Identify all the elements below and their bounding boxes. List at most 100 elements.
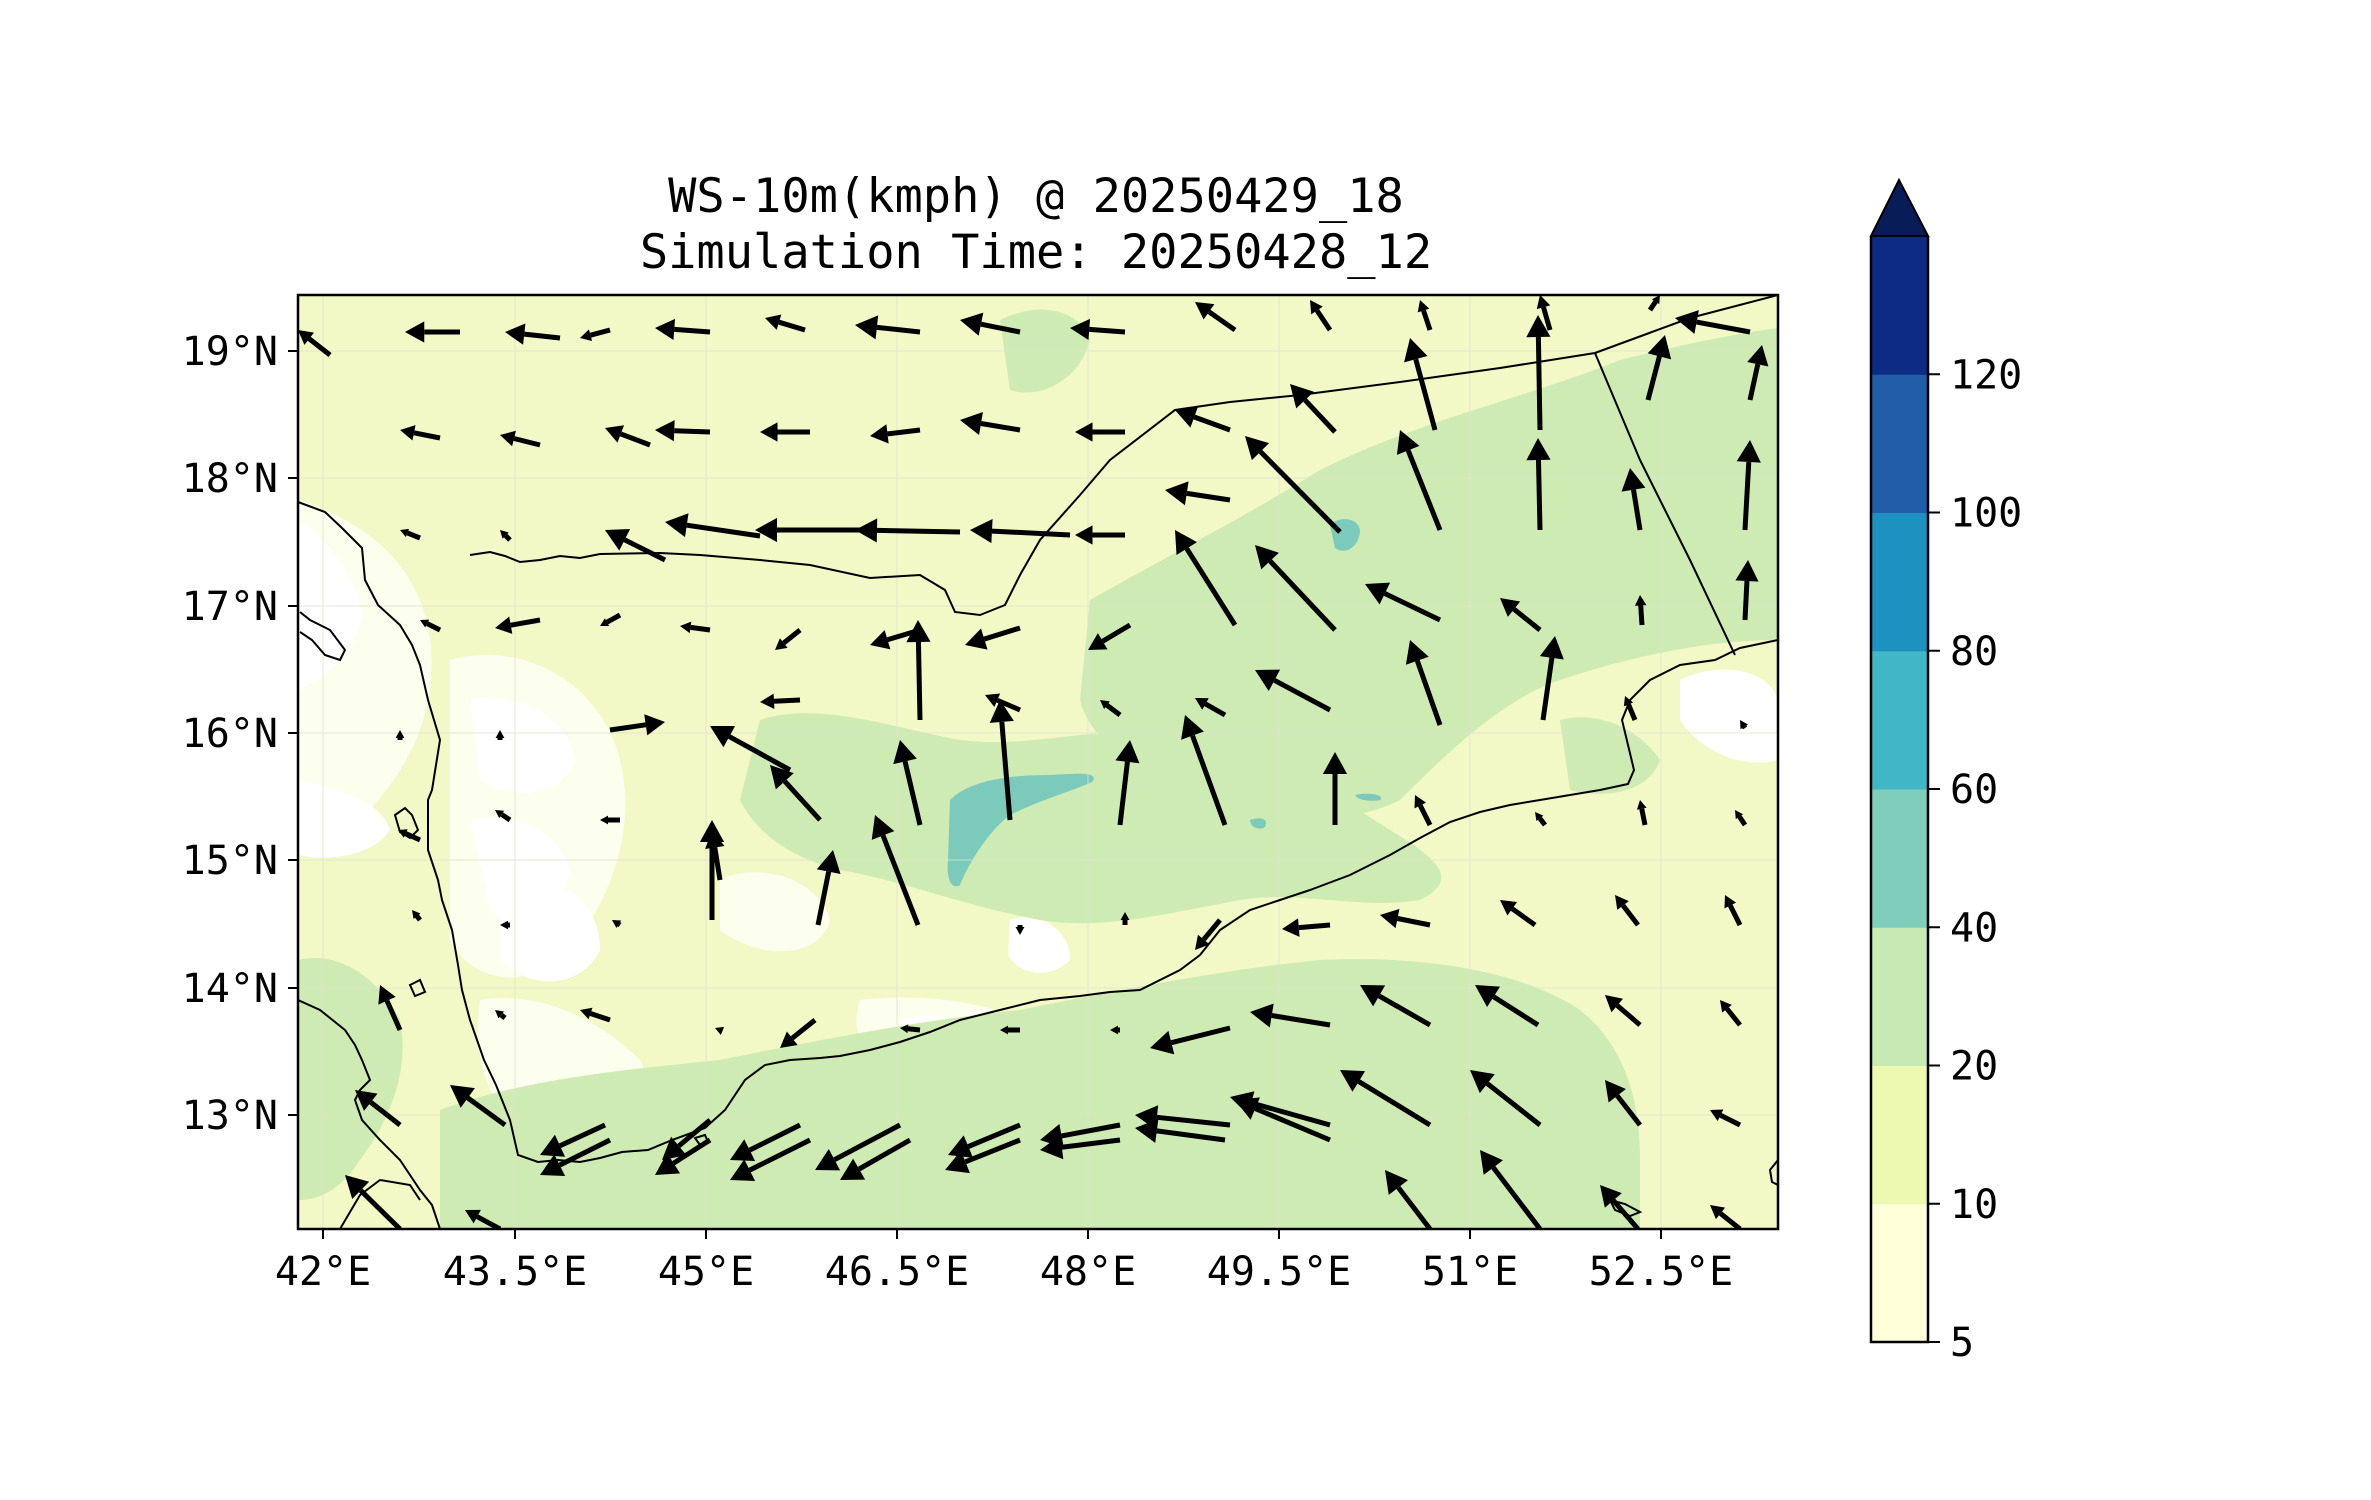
wind-speed-field <box>298 295 1778 1229</box>
wind-arrow <box>1000 1025 1020 1035</box>
colorbar-band <box>1871 512 1928 652</box>
wind-arrow <box>398 829 422 843</box>
wind-arrow <box>871 815 921 926</box>
country-border-oman <box>1594 352 1736 656</box>
wind-arrow <box>780 1018 817 1048</box>
wind-arrow <box>1175 530 1238 627</box>
colorbar-band <box>1871 236 1928 375</box>
wind-arrow <box>1150 1025 1231 1055</box>
colorbar-extend-triangle <box>1869 177 1930 237</box>
wind-arrow <box>815 850 841 926</box>
wind-arrow <box>1250 1003 1331 1028</box>
wind-arrow <box>760 693 801 709</box>
wind-arrow <box>495 810 512 823</box>
wind-arrow <box>1120 912 1130 925</box>
wind-arrow <box>580 1007 611 1023</box>
wind-arrow <box>1475 985 1540 1028</box>
colorbar-band <box>1871 1203 1928 1343</box>
wind-arrow <box>1340 1070 1432 1128</box>
red-sea-west-coast-path <box>298 999 441 1229</box>
wind-arrow <box>855 315 921 340</box>
latitude-labels: 13°N 14°N 15°N 16°N 17°N 18°N 19°N <box>182 329 278 1139</box>
wind-arrow <box>540 1122 607 1157</box>
wind-arrow <box>960 411 1021 436</box>
wind-arrow <box>770 765 822 822</box>
wind-arrow <box>900 1024 921 1034</box>
wind-arrow <box>1385 1170 1432 1229</box>
wind-arrow <box>906 620 931 721</box>
wind-arrow <box>760 422 810 442</box>
colorbar-tick-label: 120 <box>1950 352 2022 398</box>
lon-tick-label: 42°E <box>275 1249 371 1295</box>
wind-arrow <box>1405 640 1443 726</box>
wind-arrow <box>1720 1000 1742 1027</box>
wind-arrow <box>540 1137 612 1176</box>
wind-arrow <box>1175 406 1231 433</box>
lat-tick-label: 15°N <box>182 838 278 884</box>
wind-arrow <box>1195 698 1227 718</box>
socotra-coast-edge <box>1768 1159 1778 1186</box>
wind-arrow <box>420 619 442 633</box>
wind-arrow <box>1040 1135 1121 1160</box>
wind-arrow <box>500 430 541 448</box>
wind-arrow <box>1181 715 1228 826</box>
wind-arrow <box>1623 696 1638 721</box>
wind-arrow <box>1747 345 1769 401</box>
wind-arrow <box>1621 468 1646 531</box>
wind-arrow <box>1245 436 1342 534</box>
figure-title-line-2: Simulation Time: 20250428_12 <box>640 225 1432 280</box>
wind-arrow <box>1100 700 1122 717</box>
wind-arrow <box>1290 384 1337 434</box>
wind-arrow <box>1360 985 1432 1028</box>
lat-tick-label: 18°N <box>182 456 278 502</box>
wind-arrow <box>1310 300 1333 332</box>
wind-arrow <box>1070 318 1126 340</box>
wind-arrow <box>605 529 667 563</box>
wind-arrow <box>893 740 923 826</box>
wind-arrow <box>1526 438 1551 531</box>
wind-arrow <box>1404 338 1438 431</box>
map-tick-marks <box>288 350 1662 1239</box>
wind-arrow <box>765 314 806 333</box>
wind-arrow <box>855 518 961 543</box>
wind-arrow <box>1255 669 1332 713</box>
wind-arrow <box>580 327 611 341</box>
wind-arrow <box>495 1010 507 1020</box>
wind-arrow <box>1645 335 1672 401</box>
wind-arrow <box>600 815 620 825</box>
wind-arrow <box>655 318 711 340</box>
wind-arrow <box>1735 560 1759 621</box>
colorbar-band <box>1871 650 1928 790</box>
coastlines-and-borders <box>298 295 1778 1229</box>
wind-arrow <box>970 519 1071 544</box>
wind-arrow <box>1365 582 1442 623</box>
lat-tick-label: 17°N <box>182 584 278 630</box>
lon-tick-label: 52.5°E <box>1589 1249 1734 1295</box>
wind-arrow <box>655 1137 712 1175</box>
wind-arrow <box>1380 908 1431 929</box>
colorbar-band <box>1871 1065 1928 1205</box>
wind-arrow <box>1539 636 1564 721</box>
wind-arrow <box>1634 595 1647 626</box>
wind-arrow <box>1710 1205 1742 1229</box>
eritrea-coast-island <box>299 611 347 662</box>
wind-arrow <box>609 714 665 736</box>
red-sea-coast-path <box>298 501 1778 1164</box>
wind-arrow <box>1235 1097 1331 1143</box>
djibouti-border <box>339 1178 421 1229</box>
lon-tick-label: 51°E <box>1422 1249 1518 1295</box>
wind-arrow <box>1195 302 1237 333</box>
wind-arrow <box>1636 800 1648 826</box>
wind-arrow <box>965 625 1021 650</box>
moderate-wind-areas <box>298 309 1778 1229</box>
wind-arrow <box>680 621 711 634</box>
wind-arrow <box>1414 795 1433 827</box>
wind-arrow <box>1075 422 1125 442</box>
wind-arrow <box>1605 1080 1642 1127</box>
wind-arrow <box>450 1085 507 1128</box>
colorbar-band <box>1871 374 1928 513</box>
wind-arrow <box>1526 315 1551 431</box>
colorbar-tick-label: 5 <box>1950 1320 1974 1366</box>
wind-arrow <box>945 1137 1021 1174</box>
